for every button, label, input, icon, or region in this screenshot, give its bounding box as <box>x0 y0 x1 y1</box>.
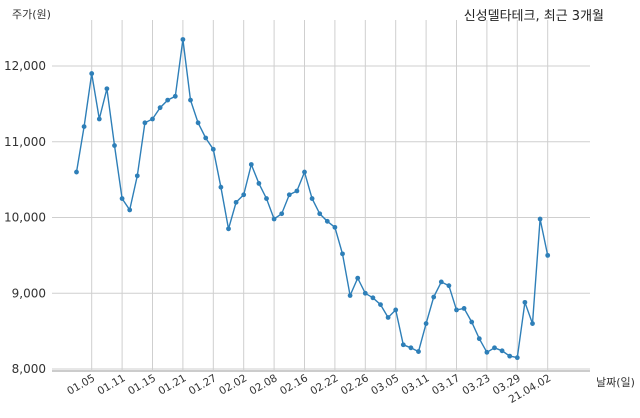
data-point <box>484 349 490 355</box>
data-point <box>370 295 376 301</box>
data-point <box>157 105 163 111</box>
data-point <box>530 321 535 326</box>
data-point <box>271 216 277 222</box>
data-point <box>362 290 368 296</box>
data-point <box>499 348 505 354</box>
chart-title: 신성델타테크, 최근 3개월 <box>463 9 604 24</box>
x-tick-label: 03.17 <box>430 372 462 397</box>
data-point <box>112 143 117 148</box>
x-tick-label: 02.22 <box>308 372 340 397</box>
x-tick-label: 01.27 <box>187 372 219 397</box>
data-point <box>96 116 102 122</box>
y-tick-label: 8,000 <box>12 362 46 376</box>
data-point <box>134 173 140 179</box>
data-point <box>461 306 467 311</box>
data-point <box>81 124 87 129</box>
data-point <box>446 283 452 289</box>
x-tick-label: 02.26 <box>339 372 371 398</box>
x-tick-label: 03.11 <box>400 372 432 397</box>
data-point <box>340 251 345 257</box>
data-point <box>454 307 459 313</box>
data-point <box>438 279 444 285</box>
data-point <box>355 275 361 281</box>
data-point <box>279 211 285 217</box>
data-point <box>165 97 171 103</box>
y-tick-label: 12,000 <box>4 59 46 73</box>
data-point <box>431 294 437 300</box>
data-point <box>142 120 148 126</box>
data-point <box>393 307 399 313</box>
data-point <box>226 226 231 232</box>
x-tick-label: 01.15 <box>126 372 158 397</box>
data-point <box>492 345 497 351</box>
y-tick-label: 9,000 <box>12 286 46 300</box>
data-point <box>522 299 528 305</box>
x-tick-label: 03.05 <box>369 372 401 397</box>
data-point <box>119 196 125 201</box>
data-point <box>347 293 353 298</box>
data-point <box>74 169 79 175</box>
data-point <box>180 37 186 42</box>
data-point <box>309 196 315 201</box>
data-point <box>150 116 155 122</box>
data-point <box>302 169 307 175</box>
x-tick-label: 03.23 <box>460 372 492 397</box>
x-tick-label: 02.02 <box>217 372 249 397</box>
data-point <box>233 199 239 205</box>
data-point <box>545 252 551 258</box>
data-point <box>172 93 178 99</box>
y-tick-label: 10,000 <box>4 211 46 225</box>
data-point <box>218 184 224 190</box>
data-point <box>423 321 429 326</box>
data-point <box>104 86 110 92</box>
y-axis-label: 주가(원) <box>12 8 51 21</box>
data-point <box>127 207 133 213</box>
x-tick-label: 01.05 <box>65 372 97 397</box>
data-point <box>89 71 95 76</box>
data-point <box>332 224 338 230</box>
x-tick-label: 01.11 <box>96 372 128 397</box>
data-point <box>286 192 292 198</box>
data-point <box>188 97 193 103</box>
x-tick-label: 02.16 <box>278 372 310 398</box>
data-point <box>400 342 406 348</box>
data-point <box>294 188 300 194</box>
data-point <box>507 353 513 359</box>
data-point <box>210 146 216 152</box>
data-point <box>256 181 262 186</box>
x-tick-label: 02.08 <box>248 372 280 397</box>
data-point <box>324 218 330 224</box>
x-axis-label: 날짜(일) <box>596 376 635 389</box>
data-point <box>241 192 247 198</box>
data-point <box>248 162 254 167</box>
data-point <box>537 216 543 222</box>
data-point <box>195 120 201 126</box>
y-tick-label: 11,000 <box>4 135 46 149</box>
x-tick-label: 01.21 <box>156 372 188 397</box>
data-point <box>378 302 383 308</box>
data-point <box>416 349 421 354</box>
data-point <box>385 315 391 320</box>
data-point <box>514 355 520 361</box>
data-point <box>264 196 269 201</box>
data-point <box>476 336 482 342</box>
data-point <box>203 135 209 141</box>
data-point <box>317 211 323 217</box>
data-point <box>408 345 414 351</box>
data-point <box>469 319 475 325</box>
